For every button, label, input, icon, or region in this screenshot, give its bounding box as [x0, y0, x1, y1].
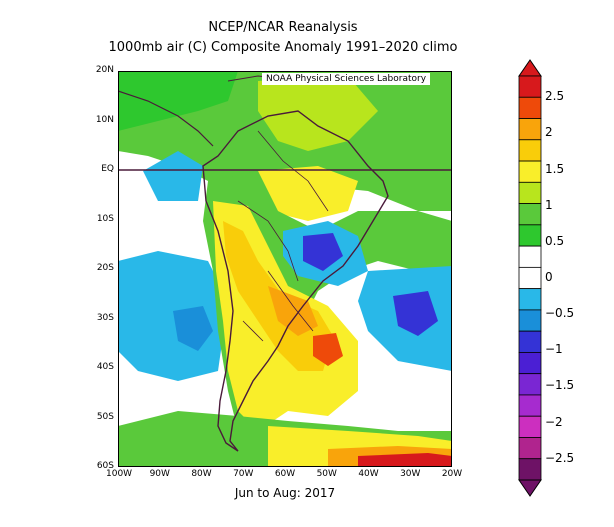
colorbar-label: 2	[545, 125, 553, 140]
lat-tick-label: 30S	[96, 312, 114, 323]
credit-label: NOAA Physical Sciences Laboratory	[262, 73, 431, 85]
anomaly-region-darkblue-pacific	[173, 306, 213, 351]
lon-tick-label: 100W	[106, 469, 133, 479]
colorbar-segment	[518, 118, 542, 141]
lat-tick-label: 20S	[96, 263, 114, 273]
colorbar-segment	[518, 415, 542, 438]
lon-tick-label: 50W	[316, 469, 337, 479]
anomaly-region-red-plume	[313, 333, 343, 366]
colorbar-bottom-arrow	[518, 479, 542, 497]
lat-tick-label: 50S	[96, 411, 114, 422]
colorbar-label: −2.5	[545, 450, 575, 465]
lat-tick-label: EQ	[101, 164, 114, 174]
colorbar-label: 1	[545, 197, 553, 212]
plot-title-line1: NCEP/NCAR Reanalysis	[208, 20, 358, 35]
lon-tick-label: 60W	[274, 469, 296, 479]
colorbar-segment	[518, 96, 542, 119]
plot-title-line2: 1000mb air (C) Composite Anomaly 1991–20…	[108, 40, 458, 55]
colorbar-label: −1.5	[545, 378, 575, 393]
anomaly-region-darkorange-plume	[268, 286, 318, 336]
colorbar-segment	[518, 224, 542, 247]
anomaly-region-darkblue-atlantic	[393, 291, 438, 336]
colorbar-segment	[518, 288, 542, 311]
lat-tick-label: 10S	[96, 213, 114, 224]
anomaly-region-blue-pacific-south	[118, 251, 228, 381]
colorbar-label: 1.5	[545, 161, 565, 176]
lat-tick-label: 60S	[96, 461, 114, 471]
colorbar-segment	[518, 437, 542, 460]
lon-tick-label: 20W	[441, 469, 463, 479]
colorbar-segment	[518, 394, 542, 417]
anomaly-region-green-nw	[118, 71, 238, 131]
lon-tick-label: 90W	[149, 469, 170, 479]
colorbar-segment	[518, 203, 542, 226]
colorbar-segment	[518, 75, 542, 98]
anomaly-region-yellowgreen-north	[258, 76, 378, 151]
colorbar-label: −1	[545, 342, 563, 357]
colorbar-segment	[518, 330, 542, 353]
country-borders	[237, 130, 329, 342]
colorbar-label: 2.5	[545, 89, 565, 104]
colorbar-segment	[518, 352, 542, 375]
lon-tick-label: 40W	[358, 469, 379, 479]
colorbar-segment	[518, 139, 542, 162]
colorbar-label: 0.5	[545, 233, 565, 248]
anomaly-region-red-south	[358, 453, 452, 467]
anomaly-region-lightblue-pacific-eq	[143, 151, 203, 201]
coastline-central-america	[118, 90, 214, 147]
period-label: Jun to Aug: 2017	[234, 486, 336, 500]
lon-tick-label: 70W	[233, 469, 254, 479]
colorbar-segment	[518, 458, 542, 481]
lat-tick-label: 40S	[96, 362, 114, 372]
lat-tick-label: 20N	[95, 65, 114, 75]
colorbar-label: −2	[545, 414, 563, 429]
coastline-south-america	[202, 110, 389, 452]
colorbar-top-arrow	[518, 59, 542, 77]
colorbar-segment	[518, 266, 542, 290]
colorbar-label: −0.5	[545, 306, 575, 321]
colorbar-segment	[518, 373, 542, 396]
colorbar-segment	[518, 160, 542, 183]
colorbar	[518, 59, 542, 497]
anomaly-region-darkblue-brazil	[303, 233, 343, 271]
colorbar-label: 0	[545, 270, 553, 284]
lon-tick-label: 80W	[191, 469, 212, 479]
lon-tick-label: 30W	[400, 469, 421, 479]
colorbar-segment	[518, 181, 542, 204]
anomaly-region-yellow-north	[258, 166, 358, 221]
colorbar-segment	[518, 309, 542, 332]
colorbar-segment	[518, 245, 542, 268]
lat-tick-label: 10N	[95, 114, 114, 125]
anomaly-map	[118, 71, 452, 467]
